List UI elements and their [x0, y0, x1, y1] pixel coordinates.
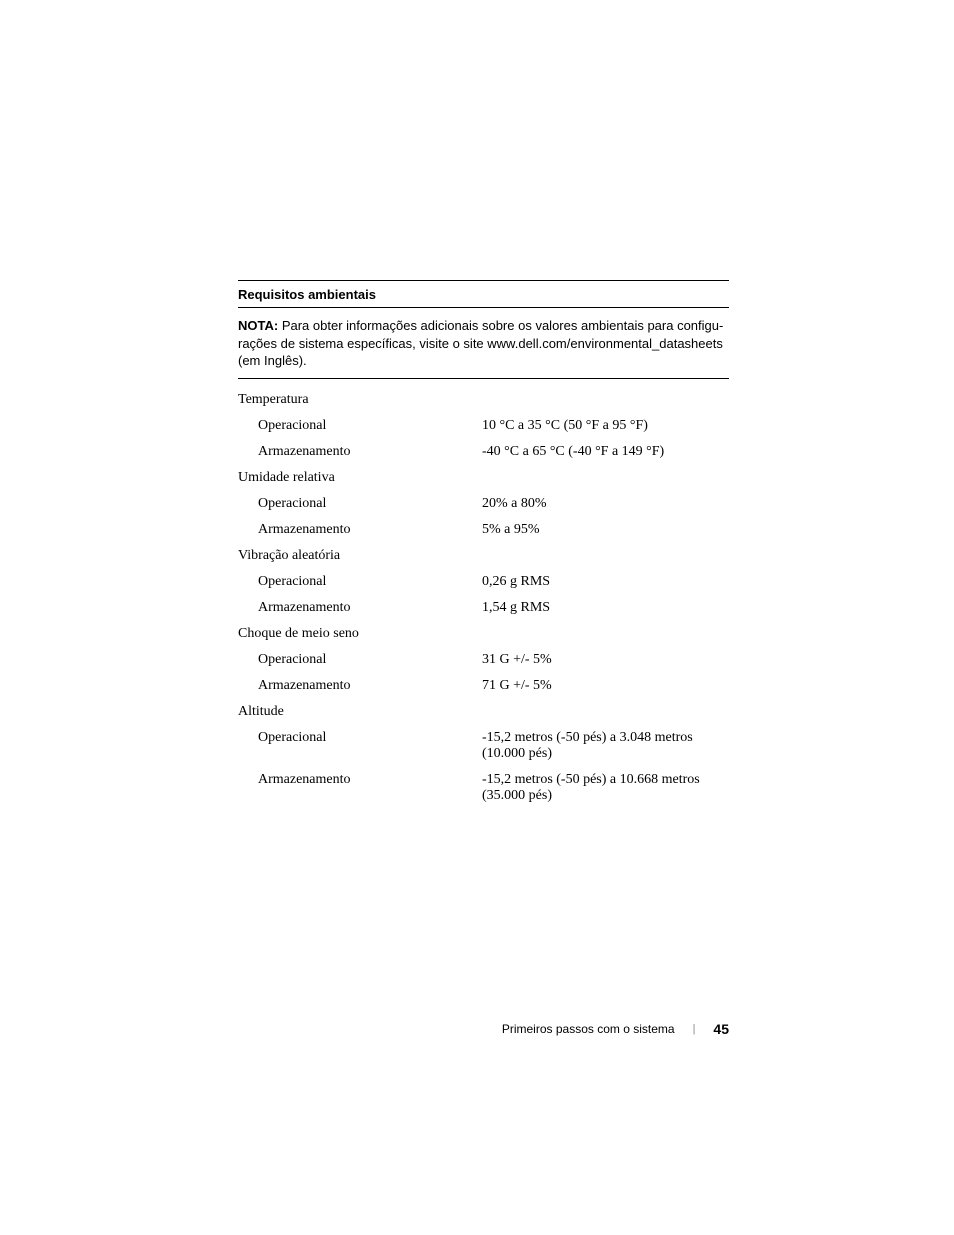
spec-row: Operacional31 G +/- 5% — [238, 647, 729, 673]
section-heading: Vibração aleatória — [238, 548, 482, 564]
spec-value: -40 °C a 65 °C (-40 °F a 149 °F) — [482, 444, 729, 460]
section-heading-row: Choque de meio seno — [238, 621, 729, 647]
spec-row: Armazenamento1,54 g RMS — [238, 595, 729, 621]
spec-value: 1,54 g RMS — [482, 600, 729, 616]
page-number: 45 — [713, 1021, 729, 1037]
spec-value: 5% a 95% — [482, 522, 729, 538]
spec-row: Armazenamento71 G +/- 5% — [238, 673, 729, 699]
spec-row: Armazenamento5% a 95% — [238, 517, 729, 543]
footer-divider: | — [693, 1023, 696, 1035]
spec-label: Operacional — [238, 496, 482, 512]
section-heading: Altitude — [238, 704, 482, 720]
nota-url: www.dell.com/environmental_datasheets — [487, 336, 723, 351]
footer-title: Primeiros passos com o sistema — [502, 1022, 675, 1036]
spec-label: Operacional — [238, 730, 482, 746]
spec-value: 0,26 g RMS — [482, 574, 729, 590]
nota-label: NOTA: — [238, 318, 278, 333]
spec-label: Armazenamento — [238, 678, 482, 694]
spec-value: 20% a 80% — [482, 496, 729, 512]
spec-label: Armazenamento — [238, 600, 482, 616]
spec-label: Armazenamento — [238, 522, 482, 538]
spec-value: -15,2 metros (-50 pés) a 3.048 metros (1… — [482, 730, 729, 762]
spec-row: Operacional-15,2 metros (-50 pés) a 3.04… — [238, 725, 729, 767]
spec-row: Operacional20% a 80% — [238, 491, 729, 517]
spec-value: 10 °C a 35 °C (50 °F a 95 °F) — [482, 418, 729, 434]
page-footer: Primeiros passos com o sistema | 45 — [502, 1021, 729, 1037]
spec-label: Operacional — [238, 574, 482, 590]
section-heading: Umidade relativa — [238, 470, 482, 486]
header-title: Requisitos ambientais — [238, 287, 376, 302]
spec-value: -15,2 metros (-50 pés) a 10.668 metros (… — [482, 772, 729, 804]
section-heading-row: Temperatura — [238, 387, 729, 413]
nota-section: NOTA: Para obter informações adicionais … — [238, 308, 729, 379]
spec-value: 31 G +/- 5% — [482, 652, 729, 668]
section-heading-row: Vibração aleatória — [238, 543, 729, 569]
section-heading: Choque de meio seno — [238, 626, 482, 642]
spec-label: Operacional — [238, 418, 482, 434]
spec-label: Operacional — [238, 652, 482, 668]
nota-text-after: (em Inglês). — [238, 353, 307, 368]
spec-table: TemperaturaOperacional10 °C a 35 °C (50 … — [238, 387, 729, 809]
section-heading: Temperatura — [238, 392, 482, 408]
spec-row: Operacional0,26 g RMS — [238, 569, 729, 595]
section-heading-row: Umidade relativa — [238, 465, 729, 491]
table-header: Requisitos ambientais — [238, 280, 729, 308]
spec-row: Operacional10 °C a 35 °C (50 °F a 95 °F) — [238, 413, 729, 439]
spec-value: 71 G +/- 5% — [482, 678, 729, 694]
spec-row: Armazenamento-15,2 metros (-50 pés) a 10… — [238, 767, 729, 809]
spec-row: Armazenamento-40 °C a 65 °C (-40 °F a 14… — [238, 439, 729, 465]
spec-label: Armazenamento — [238, 444, 482, 460]
section-heading-row: Altitude — [238, 699, 729, 725]
spec-label: Armazenamento — [238, 772, 482, 788]
